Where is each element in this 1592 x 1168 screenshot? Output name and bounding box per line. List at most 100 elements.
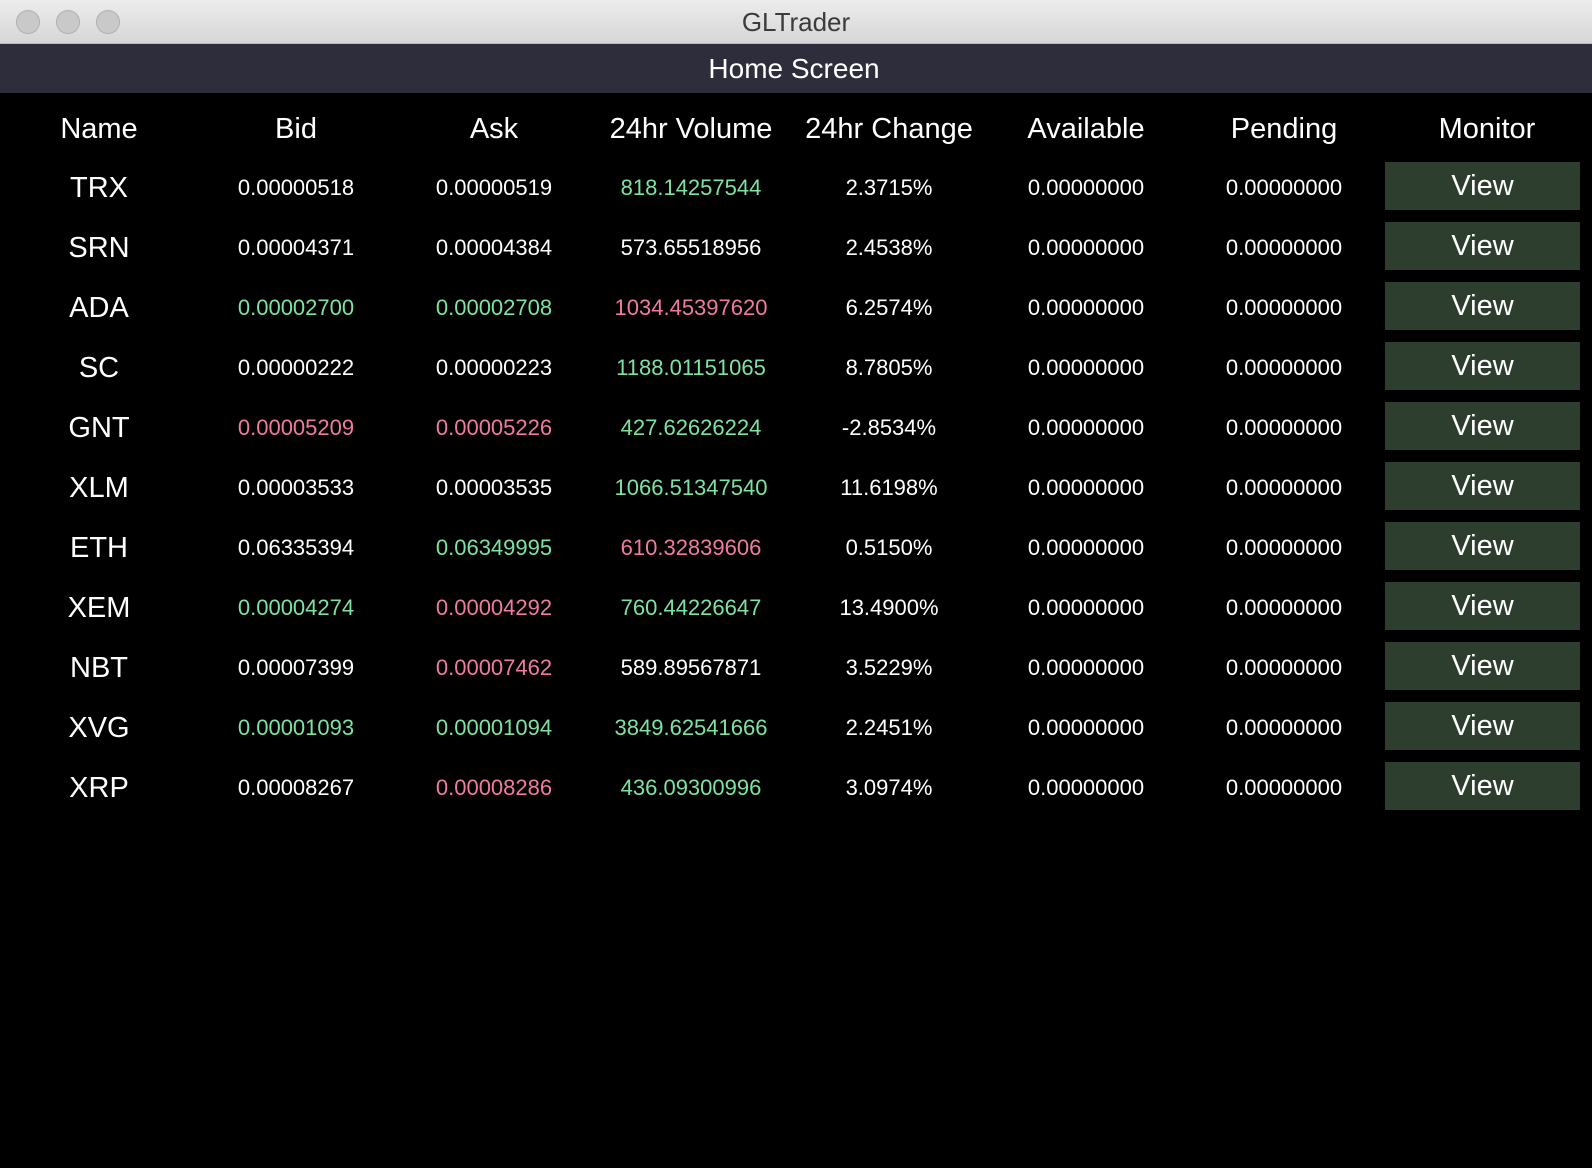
change-value: 3.0974% (845, 775, 933, 800)
ask-value: 0.00003535 (435, 475, 553, 500)
bid-value: 0.06335394 (237, 535, 355, 560)
available-value: 0.00000000 (1027, 715, 1145, 740)
view-button[interactable]: View (1385, 522, 1580, 570)
view-button[interactable]: View (1385, 642, 1580, 690)
change-value: 0.5150% (845, 535, 933, 560)
table-row: XEM 0.00004274 0.00004292 760.44226647 13.49… (0, 578, 1592, 638)
view-button[interactable]: View (1385, 342, 1580, 390)
coin-name: SC (78, 351, 120, 384)
view-button[interactable]: View (1385, 762, 1580, 810)
available-value: 0.00000000 (1027, 475, 1145, 500)
ask-value: 0.00004384 (435, 235, 553, 260)
column-header-ask: Ask (469, 112, 519, 145)
volume-value: 1066.51347540 (614, 475, 768, 500)
pending-value: 0.00000000 (1225, 655, 1343, 680)
view-button[interactable]: View (1385, 702, 1580, 750)
pending-value: 0.00000000 (1225, 295, 1343, 320)
pending-value: 0.00000000 (1225, 355, 1343, 380)
bid-value: 0.00007399 (237, 655, 355, 680)
coin-name: XEM (67, 591, 131, 624)
pending-value: 0.00000000 (1225, 415, 1343, 440)
change-value: 3.5229% (845, 655, 933, 680)
table-row: XLM 0.00003533 0.00003535 1066.51347540 11.6… (0, 458, 1592, 518)
table-row: SRN 0.00004371 0.00004384 573.65518956 2.453… (0, 218, 1592, 278)
change-value: 2.3715% (845, 175, 933, 200)
pending-value: 0.00000000 (1225, 175, 1343, 200)
coin-name: ADA (69, 291, 129, 324)
ask-value: 0.00000519 (435, 175, 553, 200)
volume-value: 436.09300996 (620, 775, 762, 800)
zoom-window-button[interactable] (96, 10, 120, 34)
window-titlebar[interactable]: GLTrader (0, 0, 1592, 44)
bid-value: 0.00002700 (237, 295, 355, 320)
available-value: 0.00000000 (1027, 295, 1145, 320)
ask-value: 0.00005226 (435, 415, 553, 440)
volume-value: 760.44226647 (620, 595, 762, 620)
available-value: 0.00000000 (1027, 655, 1145, 680)
change-value: 11.6198% (840, 475, 938, 500)
bid-value: 0.00000518 (237, 175, 355, 200)
bid-value: 0.00008267 (237, 775, 355, 800)
change-value: 13.4900% (839, 595, 939, 620)
pending-value: 0.00000000 (1225, 235, 1343, 260)
bid-value: 0.00001093 (237, 715, 355, 740)
table-row: GNT 0.00005209 0.00005226 427.62626224 -2.85… (0, 398, 1592, 458)
table-row: NBT 0.00007399 0.00007462 589.89567871 3.522… (0, 638, 1592, 698)
available-value: 0.00000000 (1027, 415, 1145, 440)
view-button[interactable]: View (1385, 282, 1580, 330)
table-row: ETH 0.06335394 0.06349995 610.32839606 0.515… (0, 518, 1592, 578)
ask-value: 0.00000223 (435, 355, 553, 380)
change-value: -2.8534% (841, 415, 937, 440)
pending-value: 0.00000000 (1225, 775, 1343, 800)
view-button[interactable]: View (1385, 402, 1580, 450)
screen-title: Home Screen (708, 53, 880, 84)
column-header-change: 24hr Change (805, 112, 973, 145)
ask-value: 0.00001094 (435, 715, 553, 740)
coin-name: TRX (70, 171, 128, 204)
coin-name: NBT (70, 651, 128, 684)
coin-name: XVG (68, 711, 130, 744)
volume-value: 1188.01151065 (616, 355, 766, 380)
bid-value: 0.00005209 (237, 415, 355, 440)
close-window-button[interactable] (16, 10, 40, 34)
column-header-name: Name (60, 112, 138, 145)
view-button[interactable]: View (1385, 222, 1580, 270)
table-row: XRP 0.00008267 0.00008286 436.09300996 3.097… (0, 758, 1592, 818)
window-title: GLTrader (741, 7, 851, 37)
volume-value: 589.89567871 (620, 655, 762, 680)
view-button[interactable]: View (1385, 162, 1580, 210)
available-value: 0.00000000 (1027, 175, 1145, 200)
column-header-monitor: Monitor (1438, 112, 1536, 145)
bid-value: 0.00003533 (237, 475, 355, 500)
column-header-pending: Pending (1230, 112, 1338, 145)
available-value: 0.00000000 (1027, 775, 1145, 800)
pending-value: 0.00000000 (1225, 475, 1343, 500)
view-button[interactable]: View (1385, 582, 1580, 630)
screen-header: Home Screen (0, 44, 1592, 93)
column-header-volume: 24hr Volume (609, 112, 773, 145)
table-row: ADA 0.00002700 0.00002708 1034.45397620 6.25… (0, 278, 1592, 338)
view-button[interactable]: View (1385, 462, 1580, 510)
available-value: 0.00000000 (1027, 355, 1145, 380)
coin-name: XLM (69, 471, 129, 504)
column-header-bid: Bid (275, 112, 317, 145)
bid-value: 0.00004371 (237, 235, 355, 260)
ask-value: 0.00007462 (435, 655, 553, 680)
coin-name: ETH (70, 531, 128, 564)
available-value: 0.00000000 (1027, 235, 1145, 260)
volume-value: 3849.62541666 (614, 715, 768, 740)
available-value: 0.00000000 (1027, 595, 1145, 620)
minimize-window-button[interactable] (56, 10, 80, 34)
market-table: Name Bid Ask 24hr Volume 24hr Change Ava… (0, 100, 1592, 818)
volume-value: 427.62626224 (620, 415, 762, 440)
table-header-row: Name Bid Ask 24hr Volume 24hr Change Ava… (0, 100, 1592, 158)
pending-value: 0.00000000 (1225, 715, 1343, 740)
coin-name: XRP (69, 771, 129, 804)
ask-value: 0.00002708 (435, 295, 553, 320)
ask-value: 0.00008286 (435, 775, 553, 800)
table-row: XVG 0.00001093 0.00001094 3849.62541666 2.24… (0, 698, 1592, 758)
change-value: 6.2574% (845, 295, 933, 320)
column-header-available: Available (1027, 112, 1145, 145)
table-body: TRX 0.00000518 0.00000519 818.14257544 2.371… (0, 158, 1592, 818)
